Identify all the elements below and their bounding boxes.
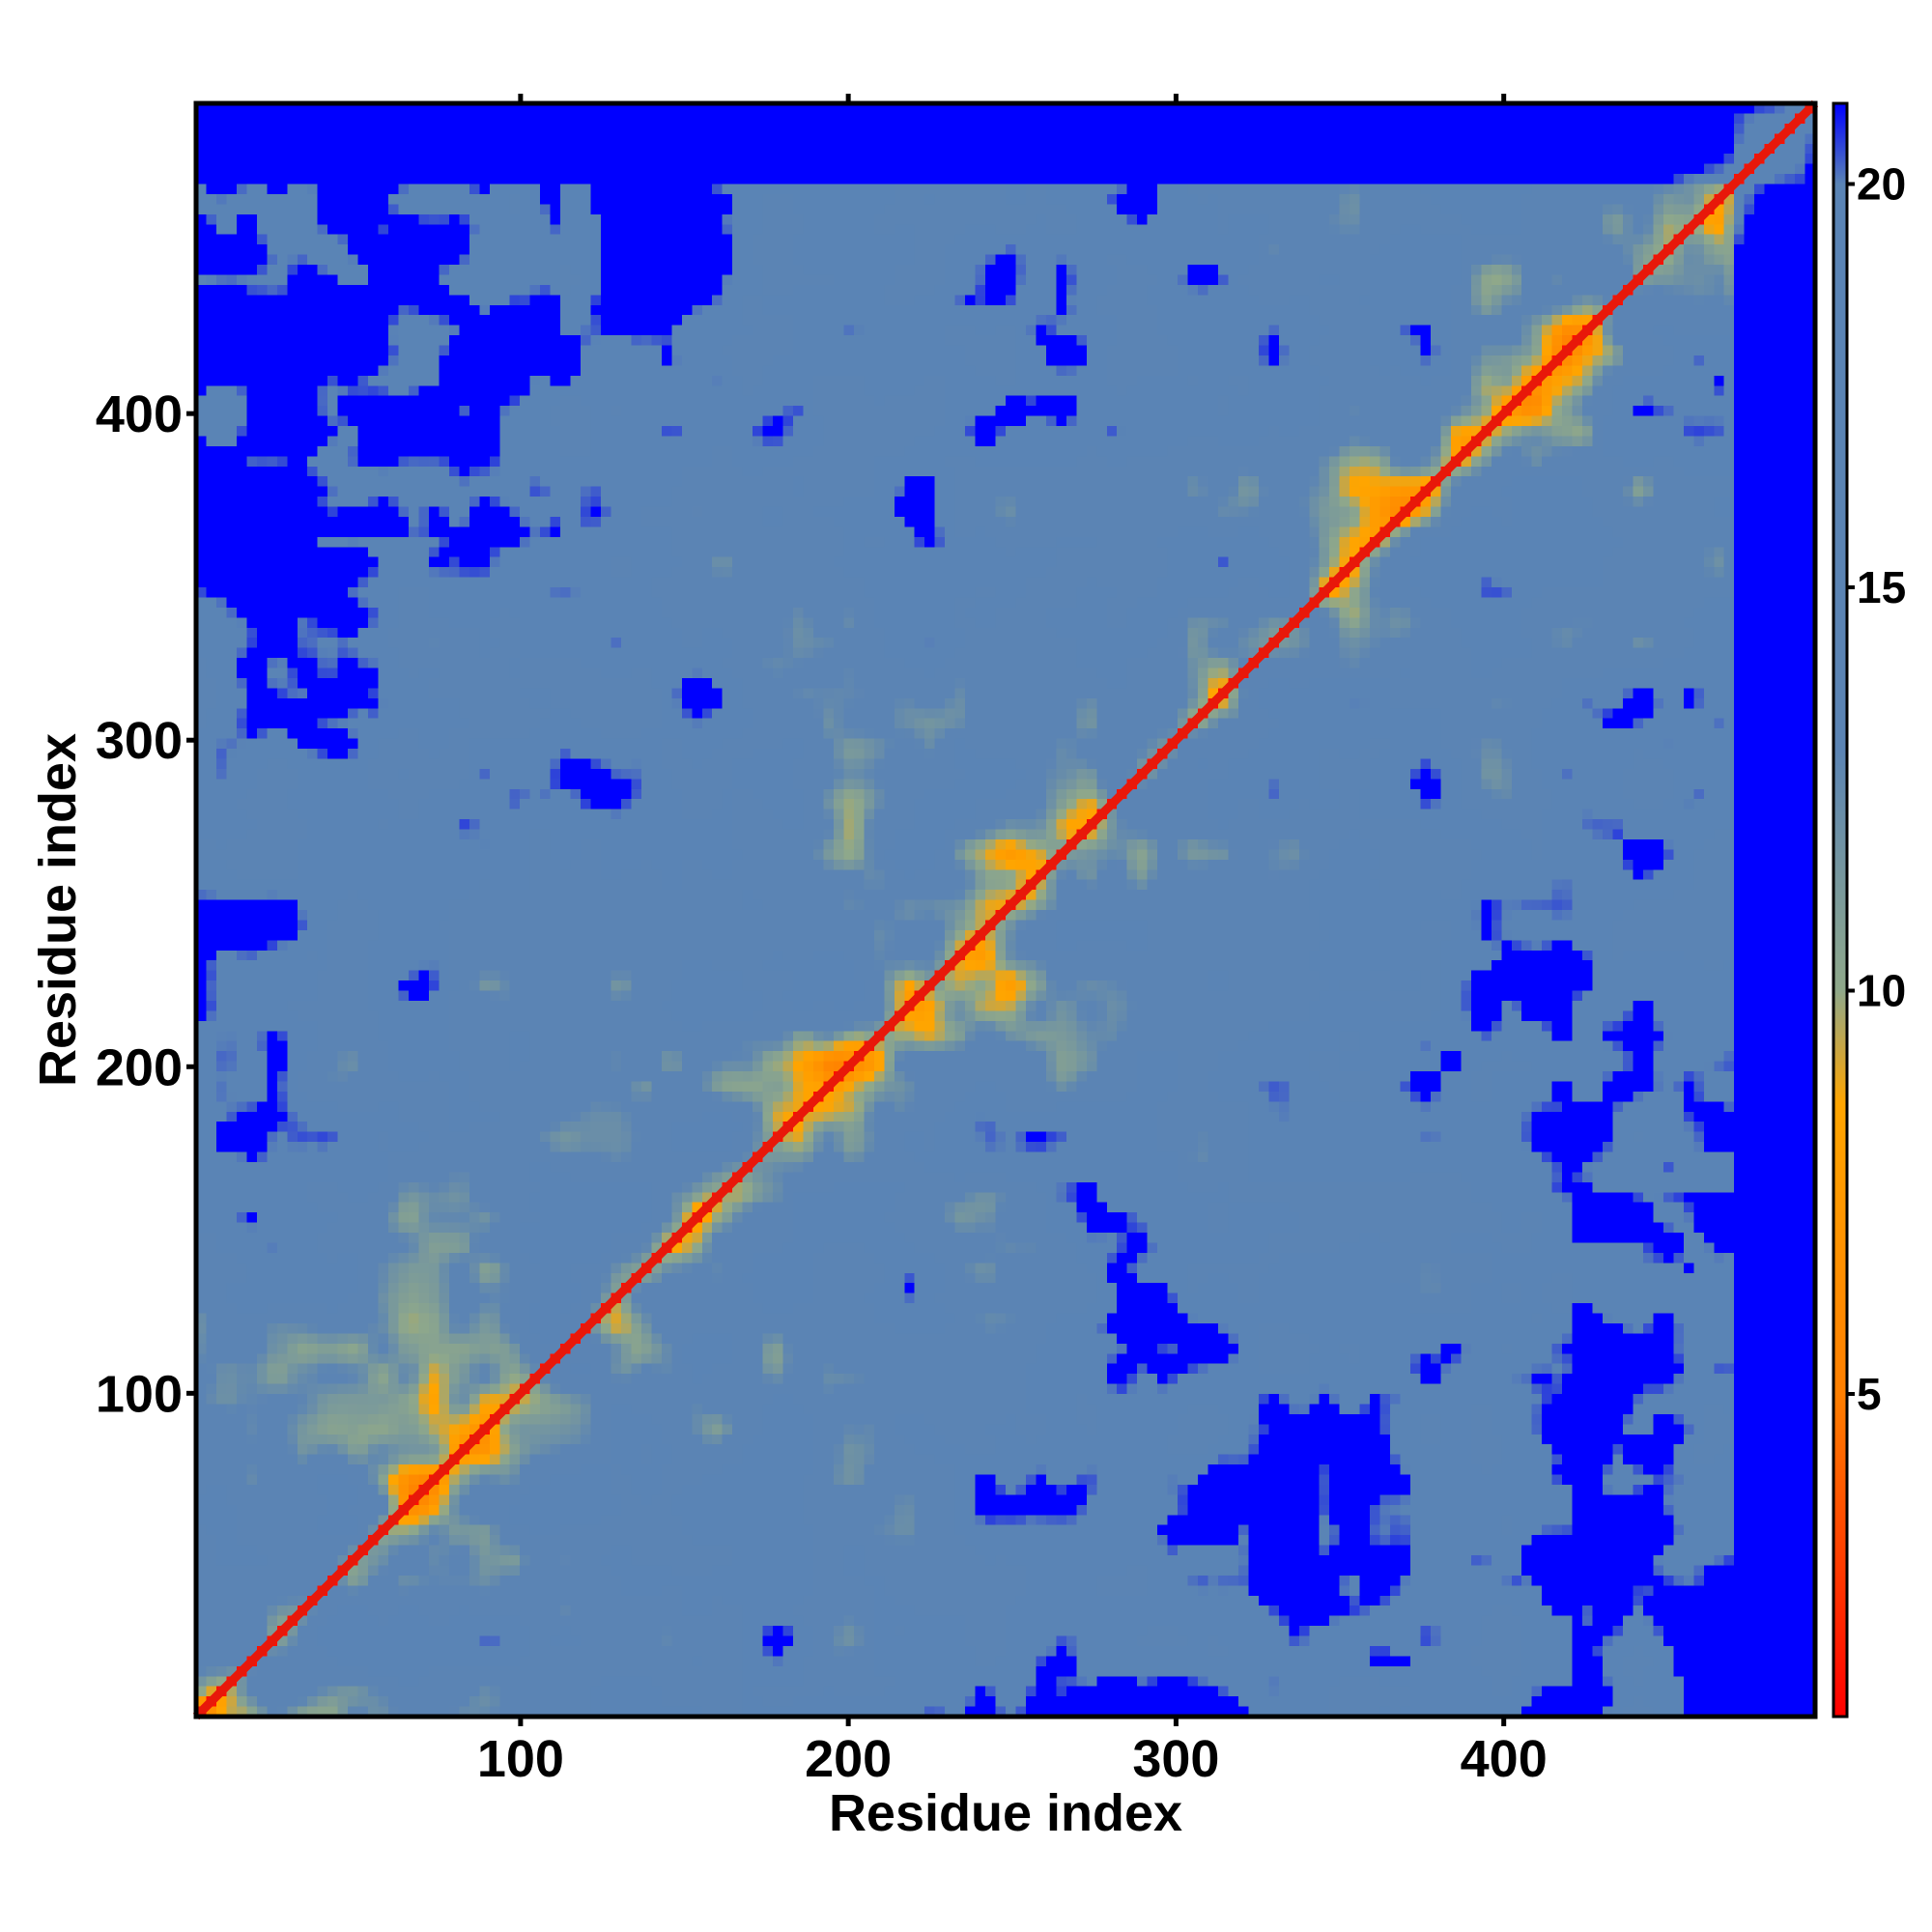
colorbar-tick-label: 5 bbox=[1857, 1369, 1882, 1419]
colorbar-gradient bbox=[1832, 101, 1849, 1719]
diagonal-band bbox=[192, 99, 1819, 1720]
y-tick-label: 200 bbox=[96, 1038, 183, 1096]
y-tick-label: 100 bbox=[96, 1365, 183, 1423]
colorbar-tick-label: 15 bbox=[1857, 562, 1906, 612]
colorbar-tick-label: 20 bbox=[1857, 159, 1906, 210]
x-axis-title: Residue index bbox=[829, 1784, 1182, 1842]
heatmap-area bbox=[192, 99, 1819, 1720]
y-tick-label: 400 bbox=[96, 385, 183, 443]
x-tick-label: 400 bbox=[1461, 1730, 1548, 1788]
y-tick-label: 300 bbox=[96, 712, 183, 770]
x-tick-label: 100 bbox=[477, 1730, 564, 1788]
y-axis-title: Residue index bbox=[29, 733, 87, 1087]
axes: 100 200 300 400 100 200 300 400 bbox=[96, 94, 1818, 1788]
colorbar-tick-label: 10 bbox=[1857, 966, 1906, 1016]
plot-frame bbox=[193, 100, 1818, 1719]
x-tick-label: 300 bbox=[1132, 1730, 1219, 1788]
x-tick-label: 200 bbox=[805, 1730, 892, 1788]
colorbar: 5 10 15 20 bbox=[1832, 101, 1906, 1719]
